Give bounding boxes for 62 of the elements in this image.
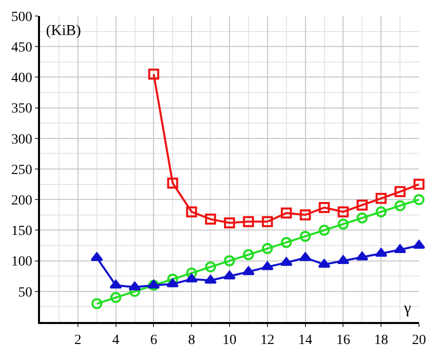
x-tick-label: 14 xyxy=(298,332,312,348)
point xyxy=(186,206,198,218)
point xyxy=(242,216,254,228)
x-tick-label: 8 xyxy=(188,332,196,348)
point xyxy=(280,208,292,219)
y-tick-label: 150 xyxy=(11,224,32,240)
point xyxy=(374,248,388,257)
point xyxy=(205,214,216,225)
x-tick-label: 12 xyxy=(260,332,274,348)
point xyxy=(280,236,292,248)
point xyxy=(299,252,312,261)
y-tick-label: 400 xyxy=(11,71,32,86)
y-tick-label: 450 xyxy=(11,40,32,56)
x-tick-label: 4 xyxy=(112,332,120,348)
point xyxy=(394,244,406,254)
point xyxy=(128,282,141,290)
y-tick-label: 500 xyxy=(11,10,32,25)
point xyxy=(414,194,424,206)
point xyxy=(110,292,122,304)
point xyxy=(356,212,368,224)
point xyxy=(338,218,349,230)
point xyxy=(110,280,122,289)
x-tick-label: 18 xyxy=(374,332,388,348)
point xyxy=(394,200,406,212)
y-tick-label: 200 xyxy=(11,194,32,208)
point xyxy=(300,209,311,220)
point xyxy=(204,274,217,284)
point xyxy=(148,68,160,80)
point xyxy=(262,216,273,228)
point xyxy=(262,243,273,254)
x-tick-label: 2 xyxy=(74,332,82,348)
point xyxy=(242,266,255,276)
x-tick-label: 16 xyxy=(336,332,350,348)
y-axis-title: (KiB) xyxy=(46,23,81,39)
y-tick-label: 100 xyxy=(11,254,32,270)
point xyxy=(376,192,387,204)
point xyxy=(91,298,102,310)
y-tick-label: 350 xyxy=(11,102,32,117)
y-tick-label: 300 xyxy=(11,132,32,148)
point xyxy=(205,261,216,272)
x-tick-label: 10 xyxy=(222,332,236,348)
y-tick-label: 50 xyxy=(18,285,32,300)
x-tick-label: 6 xyxy=(150,332,158,348)
point xyxy=(224,255,235,266)
point xyxy=(318,224,330,236)
x-axis-title: γ xyxy=(403,300,412,317)
point xyxy=(167,178,178,189)
point xyxy=(376,206,387,218)
point xyxy=(186,268,198,279)
point xyxy=(394,186,406,198)
point xyxy=(318,258,330,268)
point xyxy=(242,249,254,260)
point xyxy=(414,178,424,190)
point xyxy=(337,255,350,264)
point xyxy=(338,206,349,218)
x-tick-label: 20 xyxy=(412,332,426,348)
y-tick-label: 250 xyxy=(11,162,32,178)
point xyxy=(356,200,368,211)
point xyxy=(300,230,311,242)
point xyxy=(224,217,235,228)
point xyxy=(261,261,274,270)
point xyxy=(318,202,330,214)
